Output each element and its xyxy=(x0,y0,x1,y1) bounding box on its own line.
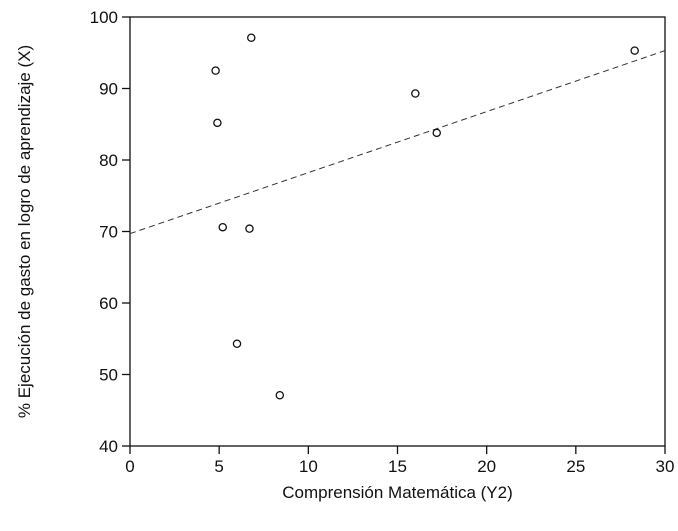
x-tick-label: 25 xyxy=(566,457,585,476)
data-point xyxy=(275,390,285,400)
x-tick-label: 15 xyxy=(388,457,407,476)
data-point xyxy=(232,339,242,349)
plot-area xyxy=(129,16,666,447)
data-point xyxy=(218,222,227,232)
y-tick-label: 80 xyxy=(99,151,118,170)
y-axis-ticks: 40 50 60 70 80 90 100 xyxy=(90,8,130,456)
x-tick-label: 10 xyxy=(299,457,318,476)
x-tick-label: 30 xyxy=(656,457,675,476)
data-point xyxy=(211,66,220,75)
data-point xyxy=(411,89,420,98)
x-axis-label: Comprensión Matemática (Y2) xyxy=(282,483,513,502)
y-tick-label: 50 xyxy=(99,366,118,385)
x-tick-label: 5 xyxy=(214,457,223,476)
plot-border xyxy=(129,16,666,447)
data-point xyxy=(432,128,441,138)
y-axis-label: % Ejecución de gasto en logro de aprendi… xyxy=(15,45,34,418)
x-tick-label: 20 xyxy=(477,457,496,476)
trendline-layer xyxy=(129,50,666,235)
y-tick-label: 40 xyxy=(99,437,118,456)
y-tick-label: 90 xyxy=(99,80,118,99)
data-point xyxy=(213,118,222,128)
data-point xyxy=(245,224,254,233)
y-tick-label: 60 xyxy=(99,294,118,313)
data-point xyxy=(247,33,256,42)
x-axis-ticks: 0 5 10 15 20 25 30 xyxy=(125,446,674,476)
data-points xyxy=(211,33,639,400)
x-tick-label: 0 xyxy=(125,457,134,476)
trendline xyxy=(129,50,666,235)
y-tick-label: 100 xyxy=(90,8,118,27)
data-point xyxy=(630,46,639,55)
y-tick-label: 70 xyxy=(99,223,118,242)
